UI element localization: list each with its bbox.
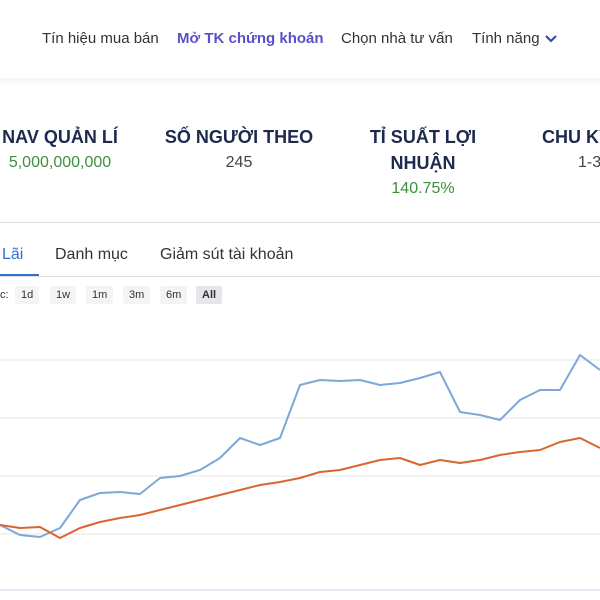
zoom-button[interactable]: 6m [160, 286, 188, 304]
zoom-button[interactable]: All [196, 286, 223, 304]
zoom-label: c: [0, 289, 9, 301]
stat-value: 1-3 [578, 154, 600, 171]
stat-label: NAV QUẢN LÍ [2, 127, 118, 147]
nav-item[interactable]: Tín hiệu mua bán [42, 30, 159, 47]
divider [0, 222, 600, 223]
nav-item[interactable]: Tính năng [472, 30, 540, 47]
series-line [0, 354, 600, 538]
tab-underline [0, 274, 39, 276]
nav-item[interactable]: Mở TK chứng khoán [177, 30, 324, 47]
zoom-button[interactable]: 1d [15, 286, 40, 304]
stat-value: 5,000,000,000 [8, 154, 112, 171]
tab[interactable]: Lãi [2, 246, 24, 263]
chevron-layer [545, 35, 557, 43]
chevron[interactable] [545, 35, 557, 43]
stat-label: NHUẬN [390, 153, 456, 173]
tab[interactable]: Danh mục [55, 246, 128, 263]
zoom-button[interactable]: 3m [123, 286, 151, 304]
tab-line [0, 276, 600, 277]
zoom-button[interactable]: 1m [86, 286, 114, 304]
stat-value: 245 [225, 154, 253, 171]
stat-label: TỈ SUẤT LỢI [369, 127, 477, 147]
zoom-button[interactable]: 1w [50, 286, 77, 304]
stat-value: 140.75% [391, 180, 455, 197]
nav-item[interactable]: Chọn nhà tư vấn [341, 30, 453, 47]
stat-label: CHU KỲ [542, 127, 600, 147]
series-line [0, 437, 600, 539]
tab[interactable]: Giảm sút tài khoản [160, 246, 294, 263]
stat-label: SỐ NGƯỜI THEO [164, 127, 314, 147]
nav-bar: Tín hiệu mua bán Mở TK chứng khoán Chọn … [0, 0, 600, 78]
